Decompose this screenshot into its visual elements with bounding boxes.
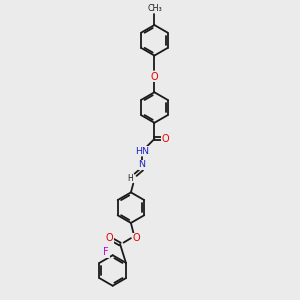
Text: O: O (162, 134, 170, 144)
Text: F: F (103, 247, 109, 257)
Text: HN: HN (135, 147, 149, 156)
Text: O: O (132, 233, 140, 243)
Text: N: N (138, 160, 145, 169)
Text: H: H (127, 174, 133, 183)
Text: CH₃: CH₃ (148, 4, 162, 13)
Text: O: O (106, 233, 114, 243)
Text: O: O (151, 72, 158, 82)
